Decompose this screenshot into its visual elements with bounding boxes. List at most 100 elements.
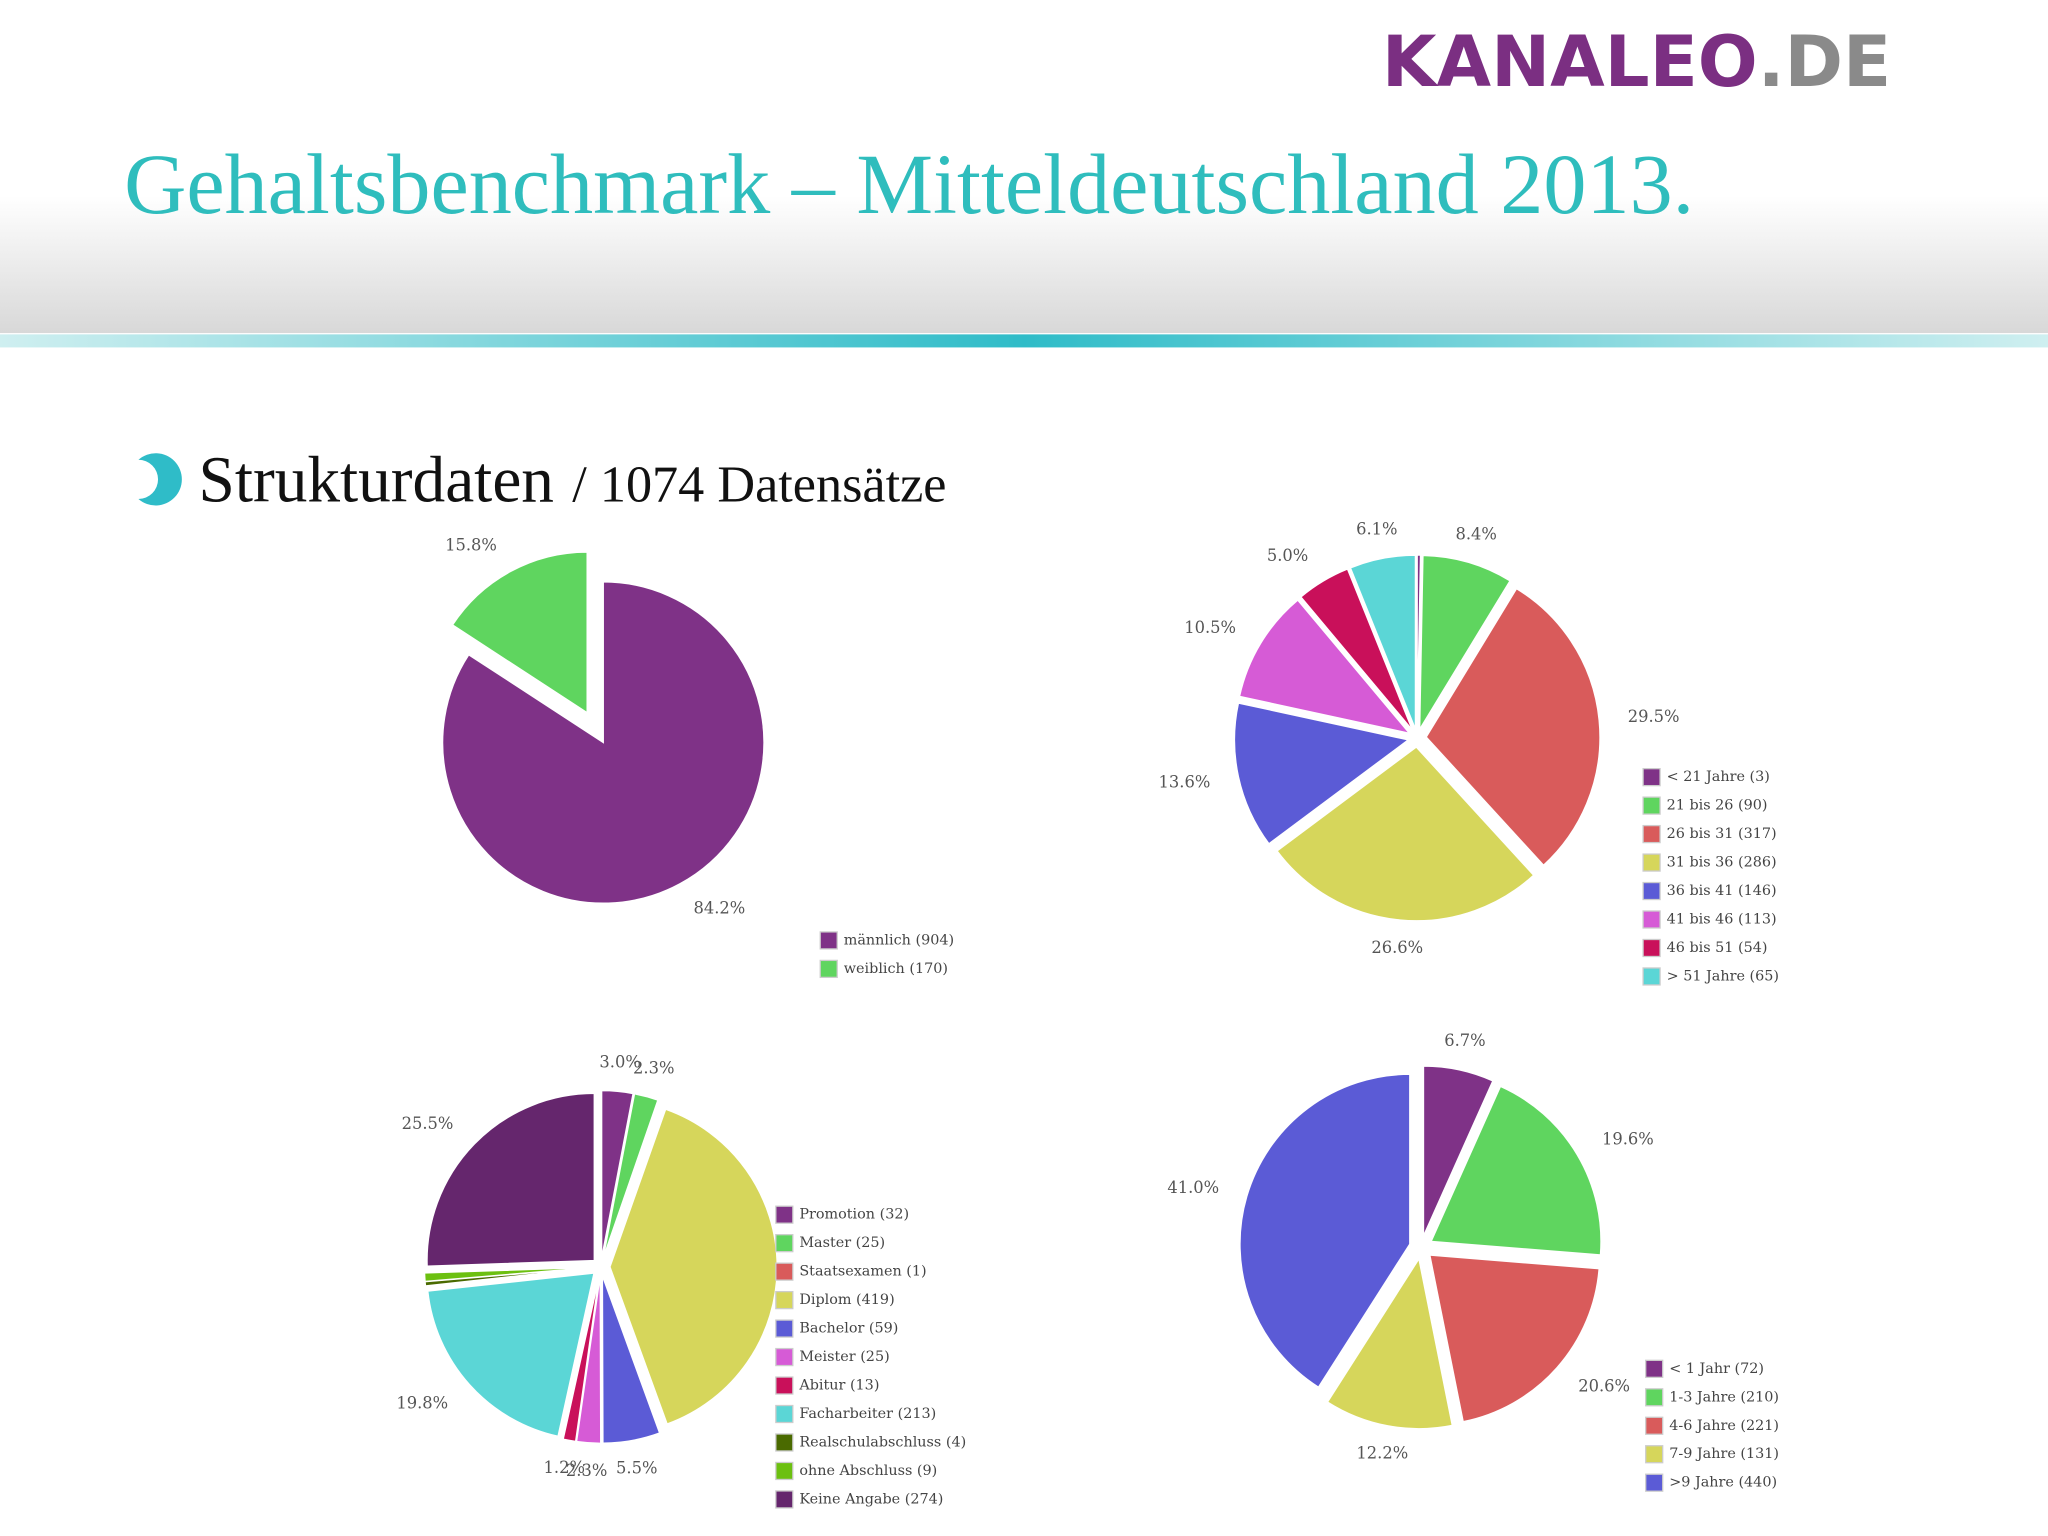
legend-swatch xyxy=(775,1319,794,1338)
legend-swatch xyxy=(1642,796,1661,815)
legend-swatch xyxy=(1642,824,1661,844)
data-label: 41.0% xyxy=(1167,1178,1219,1197)
legend-swatch xyxy=(819,931,838,950)
pie-slice xyxy=(603,1099,661,1259)
pie-slice xyxy=(427,1272,595,1438)
data-label: 2.3% xyxy=(633,1058,674,1077)
data-label: 3.0% xyxy=(599,1052,640,1071)
pie-slice xyxy=(423,1266,592,1283)
data-label: 13.6% xyxy=(1159,772,1211,791)
legend-label: Diplom (419) xyxy=(799,1292,894,1308)
legend-label: 7-9 Jahre (131) xyxy=(1669,1446,1779,1462)
data-label: 26.6% xyxy=(1371,938,1423,957)
legend-swatch xyxy=(775,1262,794,1281)
legend-swatch xyxy=(1642,938,1661,958)
legend-label: ohne Abschluss (9) xyxy=(799,1463,937,1479)
data-label: 29.5% xyxy=(1628,707,1680,726)
data-label: 19.6% xyxy=(1602,1130,1654,1149)
legend-swatch xyxy=(1645,1359,1664,1378)
pie-slice xyxy=(602,1093,659,1259)
header-rule xyxy=(0,334,2048,348)
data-label: 10.5% xyxy=(1184,618,1236,637)
pie-slice xyxy=(442,581,765,904)
pie-slice xyxy=(1233,702,1410,845)
pie-chart: 6.7% 19.6% 20.6% 12.2% 41.0% < 1 Jahr (72) 1-3… xyxy=(1167,1031,1779,1492)
legend-swatch xyxy=(1642,853,1661,872)
legend-label: 21 bis 26 (90) xyxy=(1667,798,1768,814)
legend-label: >9 Jahre (440) xyxy=(1669,1475,1777,1491)
data-label: 20.6% xyxy=(1578,1377,1630,1396)
data-label: 8.4% xyxy=(1455,524,1496,543)
legend-label: Meister (25) xyxy=(799,1349,889,1365)
legend-label: Abitur (13) xyxy=(798,1378,879,1394)
pie-chart: 84.2% 15.8% männlich (904) weiblich (170) xyxy=(442,536,954,979)
legend-swatch xyxy=(775,1234,794,1253)
legend-label: 31 bis 36 (286) xyxy=(1667,855,1777,871)
data-label: 15.8% xyxy=(445,536,497,555)
legend-swatch xyxy=(1645,1445,1664,1464)
legend-swatch xyxy=(1642,768,1661,787)
data-label: 1.2% xyxy=(544,1458,585,1477)
legend-swatch xyxy=(775,1461,794,1481)
legend-swatch xyxy=(775,1376,794,1395)
pie-slice xyxy=(1430,1085,1602,1256)
legend-swatch xyxy=(775,1290,794,1310)
slide-title: Gehaltsbenchmark – Mitteldeutschland 201… xyxy=(124,136,1694,232)
legend-label: Keine Angabe (274) xyxy=(799,1491,943,1507)
pie-slice xyxy=(426,1092,595,1267)
pie-slice xyxy=(451,551,588,714)
pie-slice xyxy=(1422,1065,1494,1237)
pie-slice xyxy=(1416,554,1422,729)
pie-slice xyxy=(562,1275,600,1443)
legend-swatch xyxy=(1645,1473,1664,1492)
data-label: 5.0% xyxy=(1267,546,1308,565)
pie-slice xyxy=(575,1275,602,1444)
legend-swatch xyxy=(819,959,838,979)
bullet-icon xyxy=(138,453,182,506)
data-label: 19.8% xyxy=(396,1393,448,1412)
legend-swatch xyxy=(775,1490,794,1509)
legend-label: 4-6 Jahre (221) xyxy=(1669,1418,1779,1434)
legend-label: Promotion (32) xyxy=(799,1207,909,1223)
legend-label: Facharbeiter (213) xyxy=(799,1406,936,1422)
pie-slice xyxy=(601,1089,634,1258)
legend-swatch xyxy=(775,1404,794,1424)
pie-slice xyxy=(1299,568,1414,731)
legend-label: 26 bis 31 (317) xyxy=(1667,826,1777,842)
pie-slice xyxy=(1349,554,1417,730)
pie-slice xyxy=(601,1275,661,1444)
legend-label: weiblich (170) xyxy=(844,961,948,977)
bullet-text: Strukturdaten/ 1074 Datensätze xyxy=(199,445,947,517)
legend-label: Bachelor (59) xyxy=(799,1321,898,1337)
legend-swatch xyxy=(775,1205,794,1224)
pie-chart: 3.0%2.3%5.5%2.3%1.2%19.8%25.5%Promotion … xyxy=(396,1052,966,1509)
legend-swatch xyxy=(1645,1388,1664,1407)
legend-label: 36 bis 41 (146) xyxy=(1667,883,1777,899)
pie-slice xyxy=(1238,599,1412,735)
legend-label: < 21 Jahre (3) xyxy=(1667,769,1770,785)
pie-slice xyxy=(1276,746,1535,922)
data-label: 2.3% xyxy=(566,1461,607,1480)
pie-slice xyxy=(1326,1257,1454,1430)
legend-swatch xyxy=(1645,1416,1664,1435)
data-label: 84.2% xyxy=(693,899,745,918)
data-label: 6.7% xyxy=(1444,1031,1485,1050)
legend-label: Realschulabschluss (4) xyxy=(799,1434,966,1450)
pie-chart: 8.4% 29.5% 26.6% 13.6% 10.5% 5.0% 6.1% < 21 Jah… xyxy=(1159,520,1779,986)
header-band xyxy=(0,195,2048,334)
legend-label: 1-3 Jahre (210) xyxy=(1669,1389,1779,1405)
legend-label: 46 bis 51 (54) xyxy=(1667,940,1768,956)
legend-label: < 1 Jahr (72) xyxy=(1669,1361,1764,1377)
charts: 84.2% 15.8% männlich (904) weiblich (170) 8.… xyxy=(396,520,1779,1509)
legend-swatch xyxy=(775,1433,794,1452)
legend-label: Master (25) xyxy=(799,1235,885,1251)
data-label: 12.2% xyxy=(1356,1444,1408,1463)
pie-slice xyxy=(1418,554,1511,732)
legend-swatch xyxy=(775,1347,794,1367)
legend-label: männlich (904) xyxy=(844,932,954,948)
legend-label: > 51 Jahre (65) xyxy=(1667,968,1779,984)
logo: KANALEO.DE xyxy=(1382,21,1891,103)
legend-swatch xyxy=(1642,967,1661,986)
